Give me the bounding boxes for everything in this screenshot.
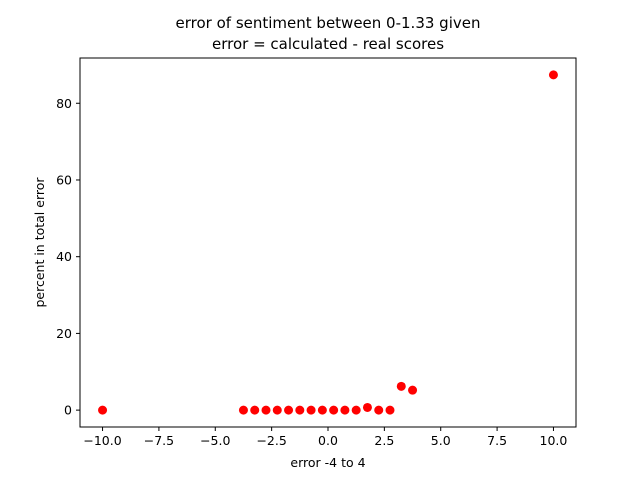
data-point — [306, 405, 316, 415]
y-axis-ticks: 0 20 40 60 80 — [56, 96, 80, 418]
x-tick-label: −5.0 — [200, 433, 230, 448]
data-point — [272, 405, 282, 415]
data-point — [261, 405, 271, 415]
y-tick-label: 40 — [56, 249, 72, 264]
x-axis-label: error -4 to 4 — [290, 455, 365, 470]
x-tick-label: −7.5 — [144, 433, 174, 448]
y-axis-label: percent in total error — [32, 177, 47, 308]
x-tick-label: 7.5 — [487, 433, 507, 448]
x-tick-label: 10.0 — [540, 433, 568, 448]
chart-title-line-2: error = calculated - real scores — [212, 35, 444, 53]
y-tick-label: 0 — [64, 403, 72, 418]
plot-frame — [79, 57, 577, 428]
x-tick-label: −2.5 — [256, 433, 286, 448]
data-point — [317, 405, 327, 415]
data-point — [250, 405, 260, 415]
data-point — [295, 405, 305, 415]
y-tick-label: 20 — [56, 326, 72, 341]
data-point — [340, 405, 350, 415]
data-points — [98, 70, 558, 415]
x-tick-label: 2.5 — [374, 433, 394, 448]
x-axis-ticks: −10.0 −7.5 −5.0 −2.5 0.0 2.5 5.0 7.5 10.0 — [83, 427, 567, 448]
data-point — [385, 405, 395, 415]
data-point — [329, 405, 339, 415]
x-tick-label: 0.0 — [318, 433, 338, 448]
x-tick-label: 5.0 — [431, 433, 451, 448]
data-point — [98, 405, 108, 415]
data-point — [374, 405, 384, 415]
data-point — [284, 405, 294, 415]
y-tick-label: 80 — [56, 96, 72, 111]
plot-area — [80, 58, 576, 427]
y-tick-label: 60 — [56, 172, 72, 187]
x-tick-label: −10.0 — [83, 433, 121, 448]
data-point — [351, 405, 361, 415]
data-point — [548, 70, 558, 80]
chart-title-line-1: error of sentiment between 0-1.33 given — [176, 14, 481, 32]
data-point — [408, 385, 418, 395]
data-point — [396, 381, 406, 391]
data-point — [238, 405, 248, 415]
data-point — [362, 402, 372, 412]
